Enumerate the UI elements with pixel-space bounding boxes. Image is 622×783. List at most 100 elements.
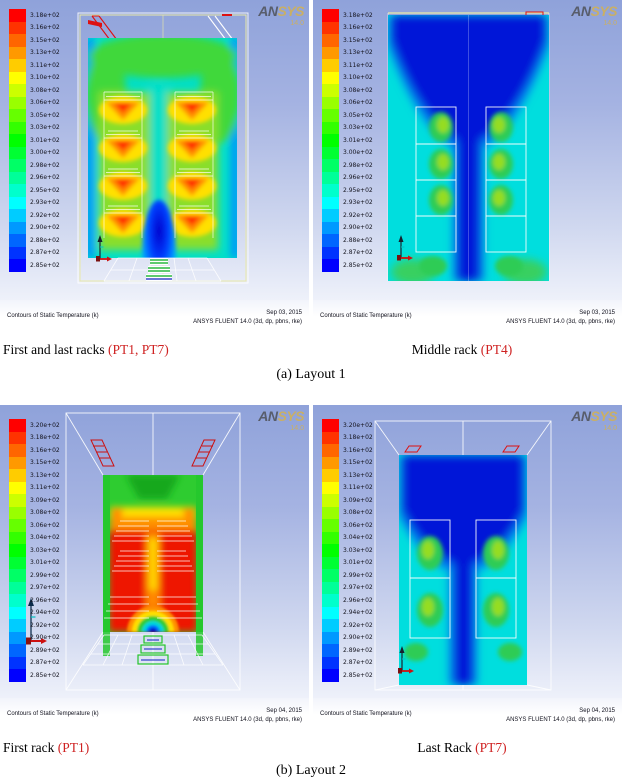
ansys-logo-an: AN <box>258 3 278 19</box>
legend-tick-label: 3.06e+02 <box>30 99 60 107</box>
legend-entry: 2.95e+02 <box>9 184 60 197</box>
legend-tick-label: 2.87e+02 <box>30 249 60 257</box>
legend-entry: 3.04e+02 <box>9 531 60 544</box>
legend-swatch <box>9 221 26 234</box>
legend-tick-label: 3.00e+02 <box>343 149 373 157</box>
legend-swatch <box>322 581 339 594</box>
panel-layout1-first-last-racks: 3.18e+02 3.16e+02 3.15e+02 3.13e+02 3.11e+02… <box>0 0 309 337</box>
legend-swatch <box>322 631 339 644</box>
legend-entry: 2.94e+02 <box>9 606 60 619</box>
temperature-legend-a: 3.18e+02 3.16e+02 3.15e+02 3.13e+02 3.11e+02… <box>9 9 60 272</box>
subfigure-a-caption: (a) Layout 1 <box>276 367 346 382</box>
viewport-b: 3.18e+02 3.16e+02 3.15e+02 3.13e+02 3.11e+02… <box>313 0 622 300</box>
legend-tick-label: 3.10e+02 <box>343 74 373 82</box>
legend-tick-label: 2.90e+02 <box>30 224 60 232</box>
temperature-field <box>388 15 549 281</box>
legend-entry: 2.98e+02 <box>9 159 60 172</box>
plot-footer-a: Contours of Static Temperature (k) Sep 0… <box>0 300 309 337</box>
cold-plume <box>142 200 176 258</box>
temperature-legend-d: 3.20e+02 3.18e+02 3.16e+02 3.15e+02 3.13e+02… <box>322 419 373 682</box>
legend-tick-label: 3.15e+02 <box>30 459 60 467</box>
legend-tick-label: 2.89e+02 <box>30 646 60 654</box>
legend-tick-label: 3.18e+02 <box>30 434 60 442</box>
legend-entry: 3.20e+02 <box>9 419 60 432</box>
legend-swatch <box>9 184 26 197</box>
ansys-logo-an: AN <box>258 408 278 424</box>
legend-entry: 2.96e+02 <box>322 171 373 184</box>
legend-entry: 2.87e+02 <box>322 656 373 669</box>
legend-tick-label: 2.96e+02 <box>343 596 373 604</box>
legend-swatch <box>9 34 26 47</box>
legend-entry: 3.01e+02 <box>9 134 60 147</box>
legend-swatch <box>322 84 339 97</box>
legend-swatch <box>322 109 339 122</box>
legend-entry: 2.92e+02 <box>322 209 373 222</box>
legend-swatch <box>9 581 26 594</box>
legend-entry: 2.98e+02 <box>322 159 373 172</box>
legend-swatch <box>322 184 339 197</box>
legend-swatch <box>9 469 26 482</box>
ansys-logo: ANSYS 14.0 <box>571 409 617 432</box>
legend-tick-label: 3.15e+02 <box>343 36 373 44</box>
legend-swatch <box>322 456 339 469</box>
panel-layout2-first-rack: 3.20e+02 3.18e+02 3.16e+02 3.15e+02 3.13e+02… <box>0 405 309 735</box>
panel-layout1-middle-rack: 3.18e+02 3.16e+02 3.15e+02 3.13e+02 3.11e+02… <box>313 0 622 337</box>
legend-entry: 3.08e+02 <box>322 84 373 97</box>
footer-meta: Sep 03, 2015 ANSYS FLUENT 14.0 (3d, dp, … <box>193 309 302 327</box>
footer-date: Sep 03, 2015 <box>266 310 302 316</box>
legend-tick-label: 3.13e+02 <box>343 471 373 479</box>
contour-plot-b <box>387 11 550 281</box>
legend-entry: 2.92e+02 <box>322 619 373 632</box>
legend-swatch <box>9 9 26 22</box>
footer-app: ANSYS FLUENT 14.0 (3d, dp, pbns, rke) <box>193 717 302 723</box>
legend-swatch <box>322 59 339 72</box>
legend-entry: 2.89e+02 <box>9 644 60 657</box>
legend-swatch <box>9 21 26 34</box>
legend-entry: 3.13e+02 <box>322 46 373 59</box>
legend-swatch <box>322 234 339 247</box>
legend-tick-label: 2.99e+02 <box>30 571 60 579</box>
legend-swatch <box>9 246 26 259</box>
room-outline <box>65 412 241 691</box>
legend-tick-label: 3.18e+02 <box>343 11 373 19</box>
legend-entry: 2.96e+02 <box>322 594 373 607</box>
axis-triad-icon <box>96 235 112 262</box>
legend-tick-label: 3.15e+02 <box>30 36 60 44</box>
legend-swatch <box>9 109 26 122</box>
floor-tiles <box>82 634 224 666</box>
label-text: Last Rack <box>417 740 476 755</box>
legend-swatch <box>9 456 26 469</box>
legend-tick-label: 2.94e+02 <box>30 609 60 617</box>
legend-swatch <box>322 134 339 147</box>
legend-swatch <box>9 556 26 569</box>
legend-swatch <box>9 259 26 272</box>
legend-entry: 3.18e+02 <box>322 9 373 22</box>
crac-duct-left-icon <box>88 15 118 41</box>
legend-tick-label: 2.87e+02 <box>30 659 60 667</box>
legend-entry: 3.06e+02 <box>322 96 373 109</box>
rack-outlines <box>415 106 527 253</box>
legend-entry: 3.13e+02 <box>9 469 60 482</box>
legend-swatch <box>322 606 339 619</box>
legend-swatch <box>9 644 26 657</box>
legend-tick-label: 3.16e+02 <box>30 446 60 454</box>
legend-entry: 3.04e+02 <box>322 531 373 544</box>
legend-entry: 2.96e+02 <box>9 594 60 607</box>
legend-swatch <box>9 209 26 222</box>
footer-date: Sep 03, 2015 <box>579 310 615 316</box>
legend-swatch <box>9 234 26 247</box>
legend-entry: 2.96e+02 <box>9 171 60 184</box>
legend-entry: 2.90e+02 <box>9 631 60 644</box>
legend-tick-label: 3.01e+02 <box>30 559 60 567</box>
legend-swatch <box>9 444 26 457</box>
legend-entry: 2.97e+02 <box>9 581 60 594</box>
legend-entry: 3.05e+02 <box>9 109 60 122</box>
legend-tick-label: 3.16e+02 <box>30 24 60 32</box>
legend-tick-label: 3.03e+02 <box>343 546 373 554</box>
legend-tick-label: 2.93e+02 <box>343 199 373 207</box>
ansys-version: 14.0 <box>290 20 304 27</box>
contour-plot-a <box>77 12 249 284</box>
label-pt-red: (PT7) <box>475 740 507 755</box>
legend-tick-label: 3.00e+02 <box>30 149 60 157</box>
legend-tick-label: 2.97e+02 <box>30 584 60 592</box>
